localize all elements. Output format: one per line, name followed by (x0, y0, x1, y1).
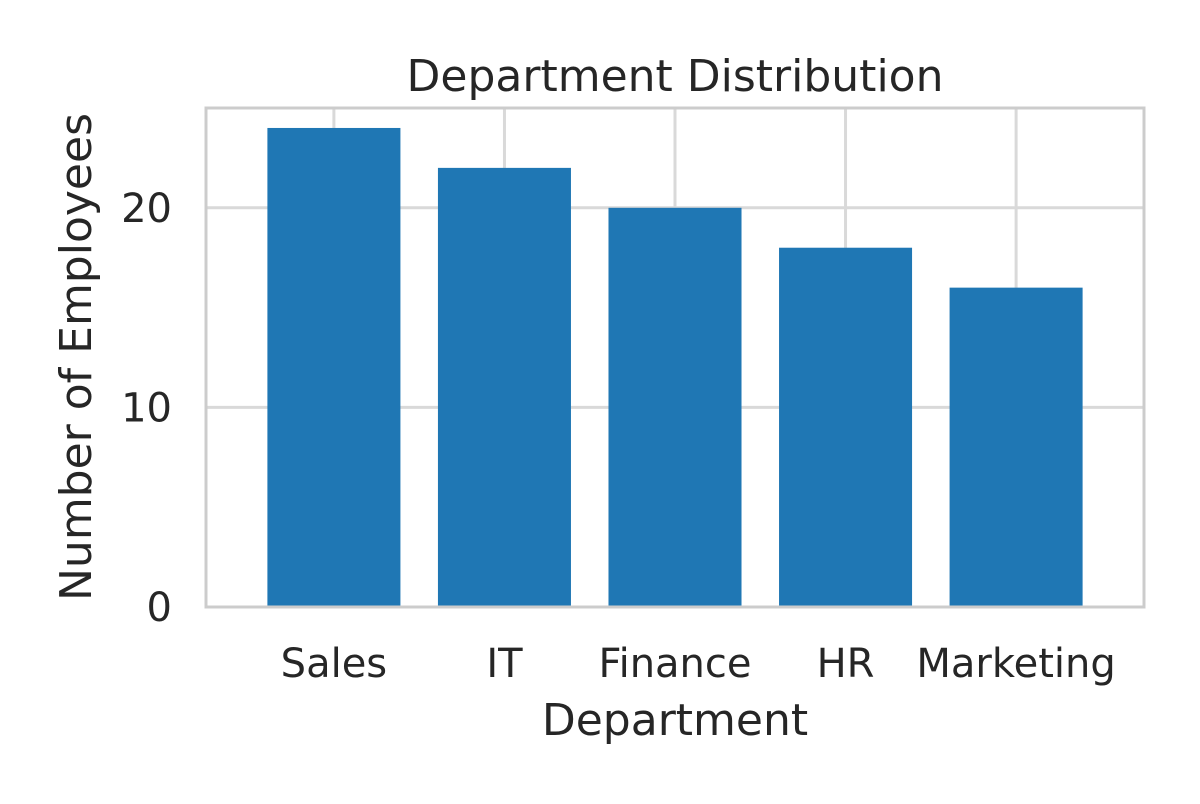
bar-sales (267, 127, 401, 608)
y-tick-label: 0 (147, 585, 172, 631)
bars-layer (267, 127, 1083, 608)
x-tick-labels: Sales IT Finance HR Marketing (281, 641, 1116, 687)
bar-it (437, 167, 571, 607)
y-axis-label: Number of Employees (51, 113, 102, 601)
y-tick-label: 10 (121, 385, 172, 431)
y-tick-labels: 0 10 20 (121, 186, 172, 631)
bar-hr (779, 247, 913, 607)
y-tick-label: 20 (121, 186, 172, 232)
plot-frame (204, 106, 1146, 609)
chart-title: Department Distribution (407, 51, 944, 102)
x-tick-label: Sales (281, 641, 387, 687)
x-tick-label: Marketing (916, 641, 1115, 687)
x-axis-label: Department (542, 695, 808, 746)
x-tick-label: IT (486, 641, 523, 687)
bar-marketing (949, 287, 1083, 607)
x-tick-label: Finance (598, 641, 751, 687)
bar-finance (608, 207, 742, 608)
x-tick-label: HR (817, 641, 875, 687)
